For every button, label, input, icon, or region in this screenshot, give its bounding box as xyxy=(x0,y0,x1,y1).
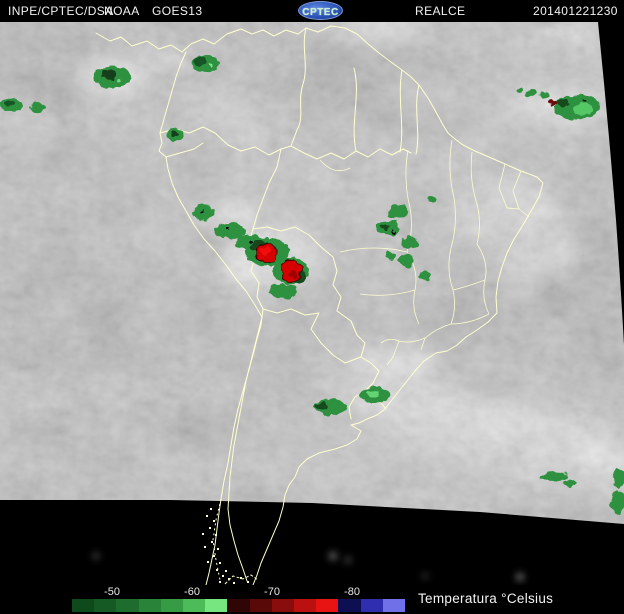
colorbar-segment xyxy=(205,599,228,612)
colorbar-tick--80: -80 xyxy=(344,586,360,598)
satellite-label: GOES13 xyxy=(152,4,203,18)
colorbar-segment xyxy=(227,599,250,612)
cold-cloud-patches xyxy=(1,56,624,514)
colorbar-segment xyxy=(183,599,206,612)
satellite-image xyxy=(0,10,624,586)
scan-edge-black xyxy=(0,500,624,585)
operator-label: NOAA xyxy=(104,4,140,18)
agency-label: INPE/CPTEC/DSA xyxy=(8,4,114,18)
colorbar-tick--50: -50 xyxy=(104,586,120,598)
header-bar: INPE/CPTEC/DSA NOAA GOES13 CPTEC REALCE … xyxy=(0,0,624,22)
fjord-speckles xyxy=(202,498,259,585)
colorbar-tick--60: -60 xyxy=(184,586,200,598)
goes13-ir-map xyxy=(0,10,624,586)
colorbar-segment xyxy=(138,599,161,612)
colorbar-segment xyxy=(116,599,139,612)
colorbar-segment xyxy=(294,599,317,612)
coastline-east xyxy=(95,25,544,586)
state-borders xyxy=(319,139,530,366)
timestamp-label: 201401221230 xyxy=(533,4,618,18)
earth-limb-black xyxy=(598,22,624,345)
colorbar-segment xyxy=(160,599,184,612)
texture-fine xyxy=(0,22,624,585)
cloud-specks-over-black xyxy=(94,553,523,580)
coastline-west xyxy=(158,51,263,586)
country-borders xyxy=(95,25,544,586)
product-label: REALCE xyxy=(415,4,466,18)
colorbar-segment xyxy=(382,599,406,612)
colorbar-segment xyxy=(94,599,117,612)
colorbar-tick--70: -70 xyxy=(264,586,280,598)
colorbar-segment xyxy=(249,599,272,612)
colorbar-segment xyxy=(316,599,339,612)
colorbar-gradient xyxy=(72,599,406,612)
colorbar-segment xyxy=(360,599,383,612)
colorbar-segment xyxy=(72,599,95,612)
colorbar-segment xyxy=(271,599,295,612)
cold-core-small-red xyxy=(549,100,557,106)
colorbar-title: Temperatura °Celsius xyxy=(418,591,554,606)
cptec-logo: CPTEC xyxy=(298,1,343,20)
colorbar-footer: -50 -60 -70 -80 Temperatura °Celsius xyxy=(0,585,624,614)
colorbar-segment xyxy=(338,599,361,612)
cptec-logo-text: CPTEC xyxy=(302,7,339,18)
